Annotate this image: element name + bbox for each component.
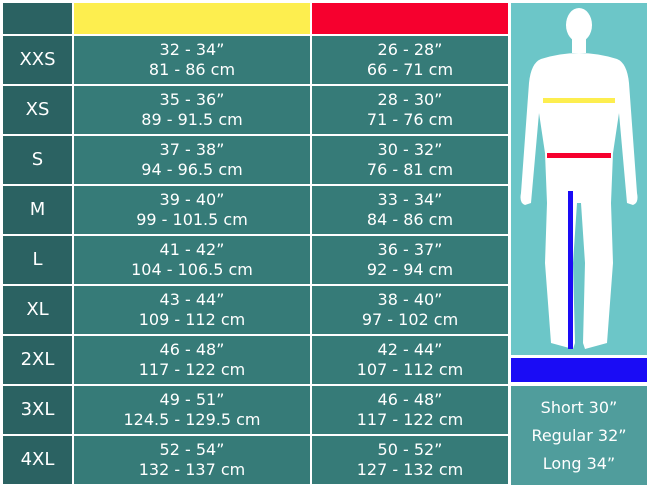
chest-cm: 104 - 106.5 cm (131, 260, 253, 279)
inseam-long: Long 34” (542, 453, 616, 473)
chest-cell: 49 - 51” 124.5 - 129.5 cm (74, 386, 310, 434)
chest-cell: 32 - 34” 81 - 86 cm (74, 36, 310, 84)
chest-cm: 109 - 112 cm (138, 310, 246, 329)
waist-cell: 28 - 30” 71 - 76 cm (312, 86, 508, 134)
chest-cell: 41 - 42” 104 - 106.5 cm (74, 236, 310, 284)
waist-cm: 127 - 132 cm (356, 460, 464, 479)
chest-in: 37 - 38” (159, 140, 225, 159)
size-label: L (3, 236, 72, 284)
chest-cm: 89 - 91.5 cm (141, 110, 243, 129)
chest-cm: 124.5 - 129.5 cm (123, 410, 261, 429)
waist-cell: 42 - 44” 107 - 112 cm (312, 336, 508, 384)
waist-cm: 76 - 81 cm (366, 160, 454, 179)
waist-in: 46 - 48” (377, 390, 443, 409)
chest-in: 43 - 44” (159, 290, 225, 309)
size-label: S (3, 136, 72, 184)
chest-cell: 35 - 36” 89 - 91.5 cm (74, 86, 310, 134)
waist-cm: 107 - 112 cm (356, 360, 464, 379)
chest-cell: 43 - 44” 109 - 112 cm (74, 286, 310, 334)
waist-cell: 36 - 37” 92 - 94 cm (312, 236, 508, 284)
chest-cell: 52 - 54” 132 - 137 cm (74, 436, 310, 484)
chest-cm: 94 - 96.5 cm (141, 160, 243, 179)
chest-cell: 37 - 38” 94 - 96.5 cm (74, 136, 310, 184)
chest-cell: 39 - 40” 99 - 101.5 cm (74, 186, 310, 234)
header-chest (74, 3, 310, 34)
header-waist (312, 3, 508, 34)
size-label: XS (3, 86, 72, 134)
chest-in: 41 - 42” (159, 240, 225, 259)
chest-in: 32 - 34” (159, 40, 225, 59)
inseam-lengths: Short 30” Regular 32” Long 34” (511, 386, 647, 485)
waist-cell: 46 - 48” 117 - 122 cm (312, 386, 508, 434)
waist-in: 38 - 40” (377, 290, 443, 309)
chest-cm: 132 - 137 cm (138, 460, 246, 479)
inseam-regular: Regular 32” (531, 425, 627, 445)
waist-cm: 117 - 122 cm (356, 410, 464, 429)
waist-in: 30 - 32” (377, 140, 443, 159)
waist-in: 50 - 52” (377, 440, 443, 459)
size-label: M (3, 186, 72, 234)
size-label: XXS (3, 36, 72, 84)
size-label: 4XL (3, 436, 72, 484)
chest-cell: 46 - 48” 117 - 122 cm (74, 336, 310, 384)
chest-in: 39 - 40” (159, 190, 225, 209)
size-chart-table: XXS 32 - 34” 81 - 86 cm 26 - 28” 66 - 71 cm X… (3, 3, 508, 484)
chest-cm: 99 - 101.5 cm (136, 210, 248, 229)
waist-cell: 33 - 34” 84 - 86 cm (312, 186, 508, 234)
waist-cm: 92 - 94 cm (366, 260, 454, 279)
waist-cell: 30 - 32” 76 - 81 cm (312, 136, 508, 184)
size-label: XL (3, 286, 72, 334)
size-label: 2XL (3, 336, 72, 384)
waist-cm: 66 - 71 cm (366, 60, 454, 79)
chest-in: 52 - 54” (159, 440, 225, 459)
chest-in: 49 - 51” (159, 390, 225, 409)
waist-cell: 38 - 40” 97 - 102 cm (312, 286, 508, 334)
chest-cm: 81 - 86 cm (148, 60, 236, 79)
waist-cell: 26 - 28” 66 - 71 cm (312, 36, 508, 84)
waist-in: 28 - 30” (377, 90, 443, 109)
inseam-short: Short 30” (540, 397, 618, 417)
waist-cm: 71 - 76 cm (366, 110, 454, 129)
chest-in: 35 - 36” (159, 90, 225, 109)
header-size (3, 3, 72, 34)
chest-in: 46 - 48” (159, 340, 225, 359)
waist-in: 33 - 34” (377, 190, 443, 209)
chest-cm: 117 - 122 cm (138, 360, 246, 379)
human-silhouette-icon (520, 8, 638, 349)
waist-cm: 84 - 86 cm (366, 210, 454, 229)
waist-in: 42 - 44” (377, 340, 443, 359)
waist-cm: 97 - 102 cm (361, 310, 459, 329)
waist-in: 36 - 37” (377, 240, 443, 259)
size-label: 3XL (3, 386, 72, 434)
waist-in: 26 - 28” (377, 40, 443, 59)
inseam-color-bar (511, 358, 647, 382)
body-figure (511, 3, 647, 355)
waist-cell: 50 - 52” 127 - 132 cm (312, 436, 508, 484)
